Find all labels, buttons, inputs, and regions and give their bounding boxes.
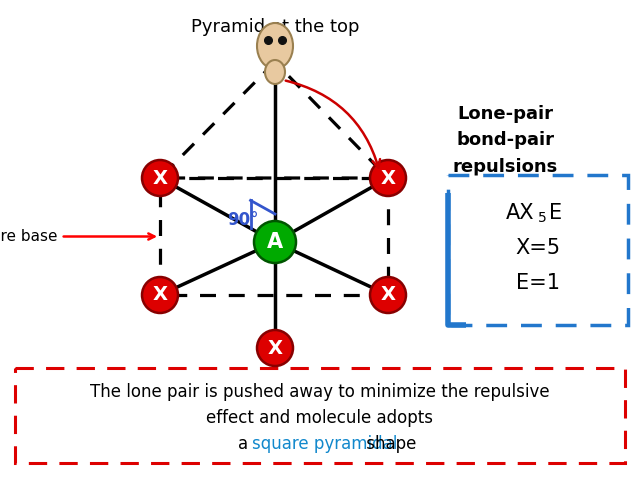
- Text: Lone-pair
bond-pair
repulsions: Lone-pair bond-pair repulsions: [452, 105, 557, 176]
- Text: X=5: X=5: [515, 238, 561, 258]
- Text: Pyramid at the top: Pyramid at the top: [191, 18, 359, 36]
- Text: square pyramidal: square pyramidal: [252, 435, 397, 453]
- Text: Square base: Square base: [0, 229, 154, 244]
- Text: a: a: [238, 435, 253, 453]
- Text: effect and molecule adopts: effect and molecule adopts: [207, 409, 433, 427]
- Text: X: X: [268, 338, 282, 358]
- FancyArrowPatch shape: [285, 81, 380, 168]
- Text: X: X: [152, 169, 168, 187]
- Ellipse shape: [257, 23, 293, 69]
- FancyBboxPatch shape: [448, 175, 628, 325]
- Circle shape: [370, 277, 406, 313]
- Text: X: X: [381, 285, 396, 304]
- Circle shape: [370, 160, 406, 196]
- Text: E=1: E=1: [516, 273, 560, 293]
- Text: X: X: [381, 169, 396, 187]
- Text: A: A: [267, 232, 283, 252]
- Text: The lone pair is pushed away to minimize the repulsive: The lone pair is pushed away to minimize…: [90, 383, 550, 401]
- Text: 90°: 90°: [227, 211, 259, 229]
- Text: X: X: [152, 285, 168, 304]
- Text: shape: shape: [361, 435, 417, 453]
- Text: 5: 5: [538, 211, 547, 225]
- Ellipse shape: [265, 60, 285, 84]
- Circle shape: [142, 160, 178, 196]
- Circle shape: [257, 330, 293, 366]
- Text: E: E: [549, 203, 562, 223]
- Circle shape: [142, 277, 178, 313]
- Text: AX: AX: [506, 203, 534, 223]
- Circle shape: [254, 221, 296, 263]
- FancyBboxPatch shape: [15, 368, 625, 463]
